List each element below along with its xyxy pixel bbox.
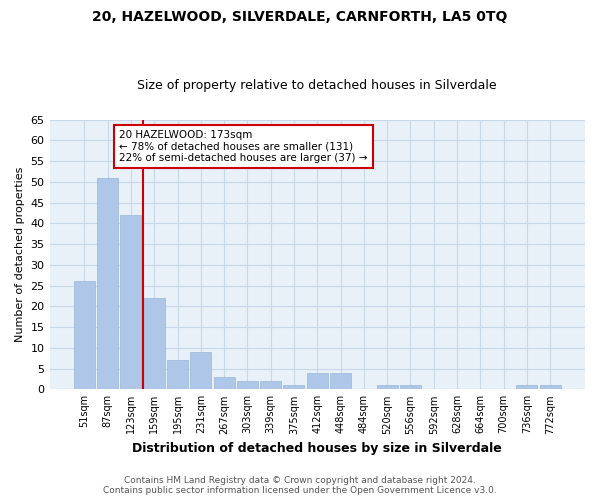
Text: 20 HAZELWOOD: 173sqm
← 78% of detached houses are smaller (131)
22% of semi-deta: 20 HAZELWOOD: 173sqm ← 78% of detached h… — [119, 130, 368, 163]
Bar — [214, 377, 235, 390]
Bar — [330, 372, 351, 390]
Y-axis label: Number of detached properties: Number of detached properties — [15, 166, 25, 342]
Title: Size of property relative to detached houses in Silverdale: Size of property relative to detached ho… — [137, 79, 497, 92]
Bar — [190, 352, 211, 390]
X-axis label: Distribution of detached houses by size in Silverdale: Distribution of detached houses by size … — [133, 442, 502, 455]
Bar — [167, 360, 188, 390]
Bar — [307, 372, 328, 390]
Bar — [260, 381, 281, 390]
Bar — [517, 385, 538, 390]
Bar — [74, 282, 95, 390]
Text: Contains HM Land Registry data © Crown copyright and database right 2024.
Contai: Contains HM Land Registry data © Crown c… — [103, 476, 497, 495]
Bar — [144, 298, 165, 390]
Bar — [121, 215, 142, 390]
Bar — [237, 381, 258, 390]
Bar — [400, 385, 421, 390]
Bar — [377, 385, 398, 390]
Text: 20, HAZELWOOD, SILVERDALE, CARNFORTH, LA5 0TQ: 20, HAZELWOOD, SILVERDALE, CARNFORTH, LA… — [92, 10, 508, 24]
Bar — [97, 178, 118, 390]
Bar — [283, 385, 304, 390]
Bar — [539, 385, 560, 390]
